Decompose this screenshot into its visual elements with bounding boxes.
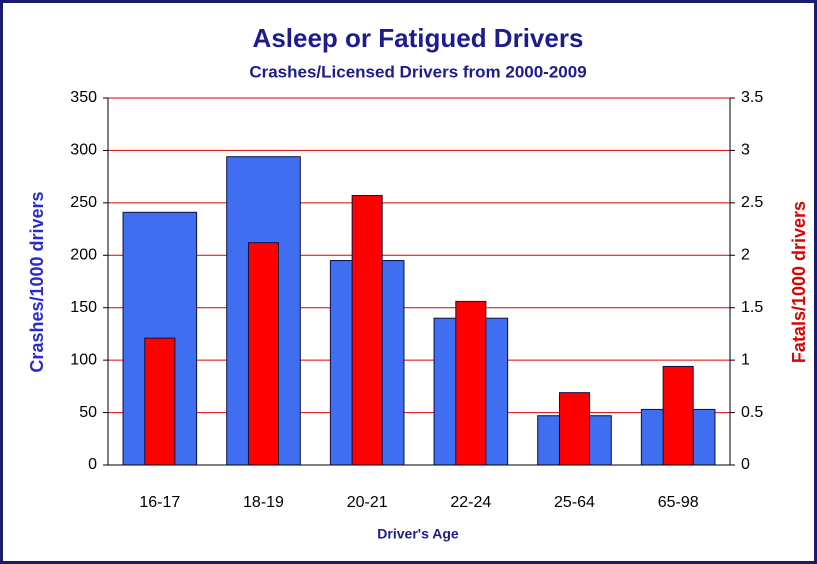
y2-tick-label: 1	[741, 351, 750, 368]
x-tick-label: 16-17	[139, 494, 180, 511]
bar	[662, 365, 694, 466]
y2-tick-label: 3.5	[741, 89, 763, 106]
y-tick-label: 100	[70, 351, 97, 368]
y2-axis-label: Fatals/1000 drivers	[789, 201, 809, 363]
y-tick-label: 350	[70, 89, 97, 106]
bar	[351, 195, 383, 466]
x-tick-label: 18-19	[243, 494, 284, 511]
y-tick-label: 150	[70, 299, 97, 316]
bar	[455, 300, 487, 466]
bar	[144, 337, 176, 466]
y2-tick-label: 2.5	[741, 194, 763, 211]
y-tick-label: 0	[88, 456, 97, 473]
y-tick-label: 50	[79, 404, 97, 421]
bar	[247, 242, 280, 466]
x-tick-label: 20-21	[347, 494, 388, 511]
x-axis-label: Driver's Age	[377, 526, 459, 542]
y2-tick-label: 0.5	[741, 404, 763, 421]
y-tick-label: 300	[70, 142, 97, 159]
x-tick-label: 25-64	[554, 494, 595, 511]
y-tick-label: 200	[70, 247, 97, 264]
y-tick-label: 250	[70, 194, 97, 211]
y2-tick-label: 3	[741, 142, 750, 159]
bar	[558, 392, 591, 466]
y2-tick-label: 1.5	[741, 299, 763, 316]
x-tick-label: 65-98	[658, 494, 699, 511]
y2-tick-label: 0	[741, 456, 750, 473]
x-tick-label: 22-24	[450, 494, 491, 511]
chart-subtitle: Crashes/Licensed Drivers from 2000-2009	[249, 62, 586, 81]
y-axis-label: Crashes/1000 drivers	[27, 191, 47, 372]
chart-title: Asleep or Fatigued Drivers	[253, 23, 584, 53]
y2-tick-label: 2	[741, 247, 750, 264]
